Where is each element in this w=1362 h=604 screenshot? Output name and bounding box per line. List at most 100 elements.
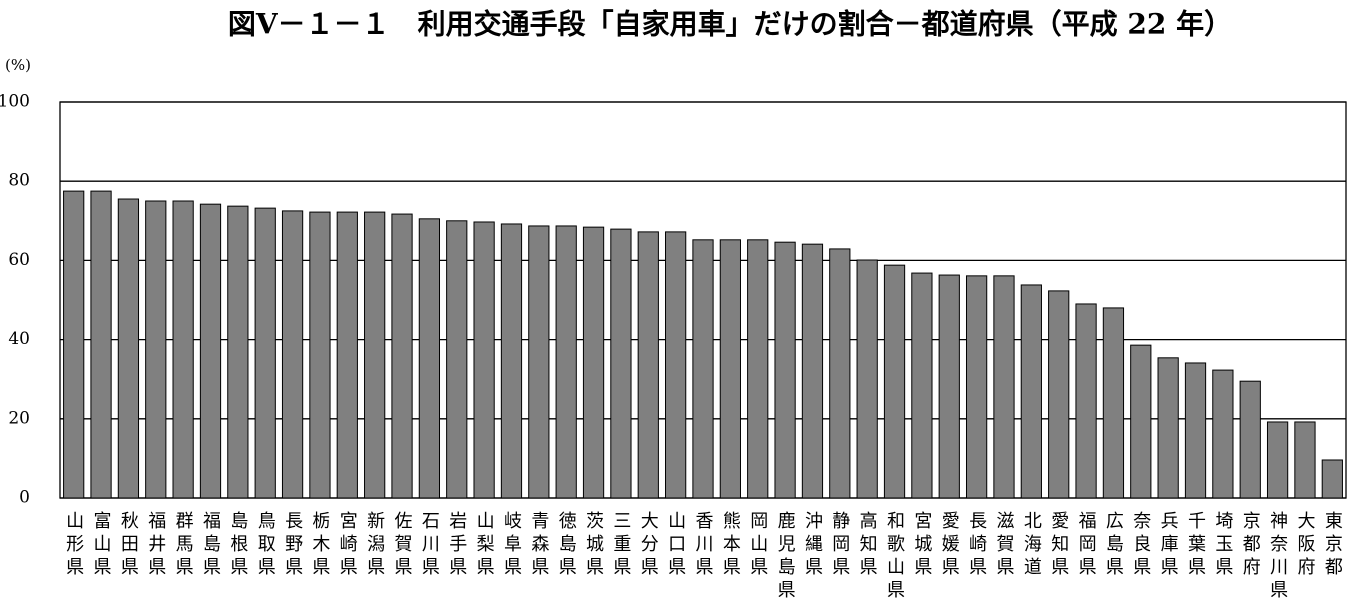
x-tick-label: 岡山県 <box>747 511 768 580</box>
x-tick-label: 静岡県 <box>829 511 850 580</box>
bar <box>528 225 550 499</box>
x-tick-label: 福井県 <box>145 511 166 580</box>
x-tick-label: 石川県 <box>419 511 440 580</box>
bar <box>637 231 659 499</box>
bar <box>199 203 222 499</box>
bar <box>610 228 632 499</box>
bar <box>1184 362 1207 499</box>
y-tick-label: 20 <box>8 408 30 428</box>
x-tick-label: 奈良県 <box>1130 511 1151 580</box>
x-tick-label: 秋田県 <box>118 511 139 580</box>
bar <box>993 275 1015 499</box>
x-tick-label: 島根県 <box>227 511 248 580</box>
bar <box>911 272 933 499</box>
bar <box>1048 290 1070 499</box>
x-tick-label: 福岡県 <box>1076 511 1097 580</box>
bar <box>829 248 851 499</box>
x-tick-label: 京都府 <box>1240 511 1261 580</box>
x-tick-label: 山梨県 <box>474 511 495 580</box>
bar <box>500 223 523 499</box>
bar <box>1239 380 1261 499</box>
x-tick-label: 山口県 <box>665 511 686 580</box>
bar <box>473 221 495 499</box>
bar <box>418 218 441 499</box>
x-tick-label: 群馬県 <box>173 511 194 580</box>
bar <box>801 243 824 499</box>
x-tick-label: 茨城県 <box>583 511 604 580</box>
y-tick-label: 0 <box>19 488 30 508</box>
bar <box>117 198 140 499</box>
bar <box>1020 284 1042 499</box>
bar <box>692 239 714 499</box>
x-tick-label: 岐阜県 <box>501 511 522 580</box>
x-tick-label: 広島県 <box>1103 511 1124 580</box>
bar <box>1212 369 1234 499</box>
x-tick-label: 香川県 <box>693 511 714 580</box>
bar <box>665 231 687 499</box>
x-tick-label: 北海道 <box>1021 511 1042 580</box>
bar <box>254 207 276 499</box>
x-tick-label: 富山県 <box>91 511 112 580</box>
bar <box>1266 421 1289 499</box>
x-tick-label: 宮城県 <box>911 511 932 580</box>
bar <box>391 213 413 499</box>
x-tick-label: 埼玉県 <box>1212 511 1233 580</box>
bar <box>309 211 331 499</box>
x-tick-label: 徳島県 <box>556 511 577 580</box>
x-tick-label: 熊本県 <box>720 511 741 580</box>
x-tick-label: 千葉県 <box>1185 511 1206 580</box>
bar <box>555 225 577 499</box>
bar <box>281 210 304 499</box>
x-tick-label: 岩手県 <box>446 511 467 580</box>
bar <box>965 275 988 499</box>
bar <box>364 211 386 499</box>
x-tick-label: 兵庫県 <box>1158 511 1179 580</box>
bar <box>63 190 85 499</box>
x-tick-label: 神奈川県 <box>1267 511 1288 603</box>
bar <box>747 239 769 499</box>
x-tick-label: 新潟県 <box>364 511 385 580</box>
x-tick-label: 鳥取県 <box>255 511 276 580</box>
x-tick-label: 宮崎県 <box>337 511 358 580</box>
bar <box>856 259 878 499</box>
x-tick-label: 高知県 <box>857 511 878 580</box>
x-tick-label: 栃木県 <box>309 511 330 580</box>
bar <box>1157 357 1179 499</box>
x-tick-label: 三重県 <box>610 511 631 580</box>
x-tick-label: 愛知県 <box>1048 511 1069 580</box>
x-tick-label: 青森県 <box>528 511 549 580</box>
x-tick-label: 長野県 <box>282 511 303 580</box>
bar <box>446 220 468 499</box>
x-tick-label: 鹿児島県 <box>775 511 796 603</box>
x-tick-label: 山形県 <box>63 511 84 580</box>
bar <box>883 264 906 499</box>
x-tick-label: 長崎県 <box>966 511 987 580</box>
x-tick-label: 和歌山県 <box>884 511 905 603</box>
y-tick-label: 100 <box>0 92 30 112</box>
bar <box>1321 459 1343 499</box>
x-tick-label: 滋賀県 <box>993 511 1014 580</box>
y-tick-label: 80 <box>8 171 30 191</box>
bar <box>719 239 741 499</box>
bar <box>1294 421 1316 499</box>
x-tick-label: 沖縄県 <box>802 511 823 580</box>
bar <box>774 241 796 499</box>
y-axis-label: (%) <box>5 56 31 74</box>
bar <box>336 211 358 499</box>
bar <box>1075 303 1097 499</box>
bar <box>90 190 112 499</box>
bar <box>582 226 605 499</box>
bar <box>1102 307 1125 499</box>
x-tick-label: 東京都 <box>1322 511 1343 580</box>
x-tick-label: 福島県 <box>200 511 221 580</box>
x-tick-label: 佐賀県 <box>392 511 413 580</box>
bar <box>227 205 249 499</box>
chart-title: 図Ⅴ－１－１ 利用交通手段「自家用車」だけの割合－都道府県（平成 22 年） <box>228 8 1232 41</box>
bar <box>938 274 960 499</box>
x-tick-label: 愛媛県 <box>939 511 960 580</box>
bar <box>145 200 167 499</box>
y-tick-label: 40 <box>8 329 30 349</box>
y-tick-label: 60 <box>8 250 30 270</box>
x-tick-label: 大分県 <box>638 511 659 580</box>
